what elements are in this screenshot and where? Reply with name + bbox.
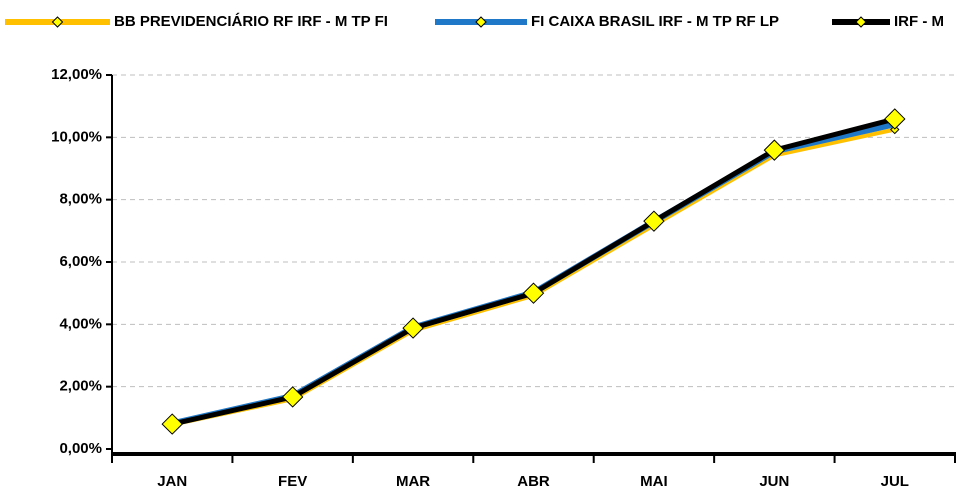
legend-marker <box>855 16 867 28</box>
legend-label: IRF - M <box>894 13 944 30</box>
y-tick-label: 0,00% <box>59 440 102 457</box>
y-tick-label: 10,00% <box>51 128 102 145</box>
series-line <box>169 116 898 427</box>
y-tick-label: 4,00% <box>59 315 102 332</box>
y-tick-label: 6,00% <box>59 253 102 270</box>
x-tick-label: ABR <box>517 473 550 490</box>
legend-marker <box>475 16 487 28</box>
marker <box>402 317 424 339</box>
y-tick-label: 12,00% <box>51 66 102 83</box>
legend-label: BB PREVIDENCIÁRIO RF IRF - M TP FI <box>114 13 388 30</box>
x-tick-label: MAI <box>640 473 668 490</box>
legend-label: FI CAIXA BRASIL IRF - M TP RF LP <box>531 13 779 30</box>
marker <box>884 108 906 130</box>
x-tick-label: FEV <box>278 473 307 490</box>
series-line <box>169 121 898 427</box>
x-tick-label: JAN <box>157 473 187 490</box>
series-line <box>170 127 897 427</box>
x-tick-label: JUL <box>881 473 909 490</box>
y-tick-label: 8,00% <box>59 191 102 208</box>
y-tick-label: 2,00% <box>59 378 102 395</box>
x-tick-label: MAR <box>396 473 430 490</box>
marker <box>763 139 786 161</box>
marker <box>643 210 665 232</box>
legend-marker <box>51 16 64 28</box>
marker <box>281 386 304 408</box>
marker <box>522 282 545 304</box>
x-tick-label: JUN <box>759 473 789 490</box>
marker <box>161 413 183 435</box>
